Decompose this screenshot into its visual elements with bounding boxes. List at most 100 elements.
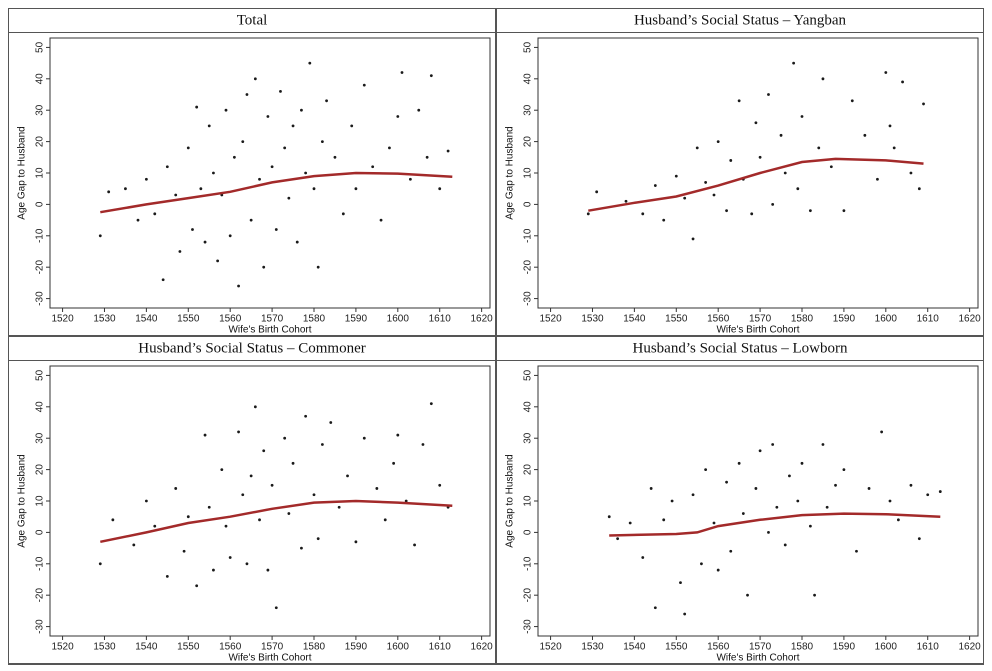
point: [371, 165, 375, 169]
point: [258, 518, 261, 522]
point: [362, 83, 366, 87]
point: [888, 499, 892, 503]
point: [253, 405, 257, 409]
point: [354, 540, 358, 544]
x-tick-label: 1570: [749, 642, 772, 653]
point: [716, 140, 720, 144]
fit-line: [100, 499, 453, 544]
point: [641, 556, 645, 559]
point: [153, 212, 157, 216]
y-tick-label: 0: [523, 201, 534, 207]
point: [300, 546, 303, 550]
y-tick-label: 10: [35, 167, 46, 179]
x-tick-label: 1590: [345, 642, 368, 653]
point: [586, 212, 590, 216]
point: [266, 115, 270, 118]
point: [165, 165, 169, 169]
point: [178, 250, 182, 253]
point: [750, 212, 754, 216]
x-tick-label: 1620: [470, 314, 493, 325]
point: [207, 505, 211, 509]
point: [274, 606, 278, 610]
point: [144, 499, 148, 503]
fit-line: [100, 171, 453, 214]
y-tick-label: 20: [523, 464, 534, 476]
point: [438, 483, 442, 487]
y-tick-label: 10: [523, 167, 534, 179]
point: [421, 443, 425, 446]
point: [333, 155, 337, 159]
panel-title: Husband’s Social Status – Yangban: [634, 12, 847, 28]
x-tick-label: 1530: [93, 314, 116, 325]
point: [274, 228, 278, 231]
y-tick-label: -30: [35, 619, 46, 634]
x-axis-label: Wife's Birth Cohort: [716, 325, 799, 336]
point: [842, 468, 846, 472]
point: [316, 537, 320, 541]
point: [207, 124, 211, 128]
panel: Husband’s Social Status – Commoner 1520 15…: [8, 336, 496, 664]
point: [670, 499, 674, 503]
panel-title: Total: [237, 12, 268, 28]
point: [199, 187, 203, 191]
point: [174, 193, 178, 197]
y-tick-label: -30: [523, 619, 534, 634]
point: [779, 133, 783, 137]
point: [396, 433, 400, 437]
point: [375, 487, 379, 490]
y-tick-label: 20: [523, 136, 534, 148]
y-axis-label: Age Gap to Husband: [17, 454, 28, 547]
point: [867, 487, 871, 490]
point: [808, 524, 812, 528]
point: [396, 115, 400, 118]
x-tick-label: 1540: [135, 314, 158, 325]
x-tick-label: 1580: [303, 642, 326, 653]
point: [182, 549, 186, 553]
point: [304, 414, 308, 418]
point: [771, 443, 775, 446]
point: [716, 568, 720, 572]
point: [237, 284, 240, 288]
point: [132, 543, 136, 547]
y-tick-label: 40: [35, 401, 46, 413]
point: [863, 133, 867, 137]
point: [174, 487, 178, 490]
point: [767, 93, 770, 96]
point: [783, 171, 787, 175]
point: [329, 421, 333, 424]
x-tick-label: 1560: [219, 642, 242, 653]
point: [888, 124, 892, 128]
y-tick-label: -10: [35, 228, 46, 243]
point: [262, 265, 266, 269]
point: [754, 121, 758, 125]
plot-frame: [537, 365, 979, 637]
y-tick-label: 50: [523, 369, 534, 381]
point: [404, 499, 408, 503]
point: [304, 171, 308, 175]
point: [383, 518, 387, 522]
point: [249, 218, 253, 222]
point: [446, 149, 450, 153]
point: [683, 196, 687, 200]
x-tick-label: 1530: [581, 642, 604, 653]
x-tick-label: 1590: [833, 314, 856, 325]
point: [758, 155, 762, 159]
y-tick-label: 10: [35, 495, 46, 507]
point: [325, 99, 328, 103]
point: [316, 265, 320, 269]
x-tick-label: 1560: [707, 314, 730, 325]
point: [653, 606, 657, 610]
point: [691, 493, 695, 497]
x-tick-label: 1600: [875, 642, 898, 653]
point: [379, 218, 383, 222]
point: [767, 530, 770, 534]
point: [98, 234, 102, 238]
y-tick-label: 0: [35, 529, 46, 535]
y-tick-label: 20: [35, 464, 46, 476]
x-tick-label: 1520: [539, 642, 562, 653]
x-tick-label: 1570: [261, 314, 284, 325]
x-tick-label: 1610: [917, 642, 940, 653]
point: [737, 99, 741, 103]
point: [876, 177, 879, 181]
point: [249, 474, 253, 478]
